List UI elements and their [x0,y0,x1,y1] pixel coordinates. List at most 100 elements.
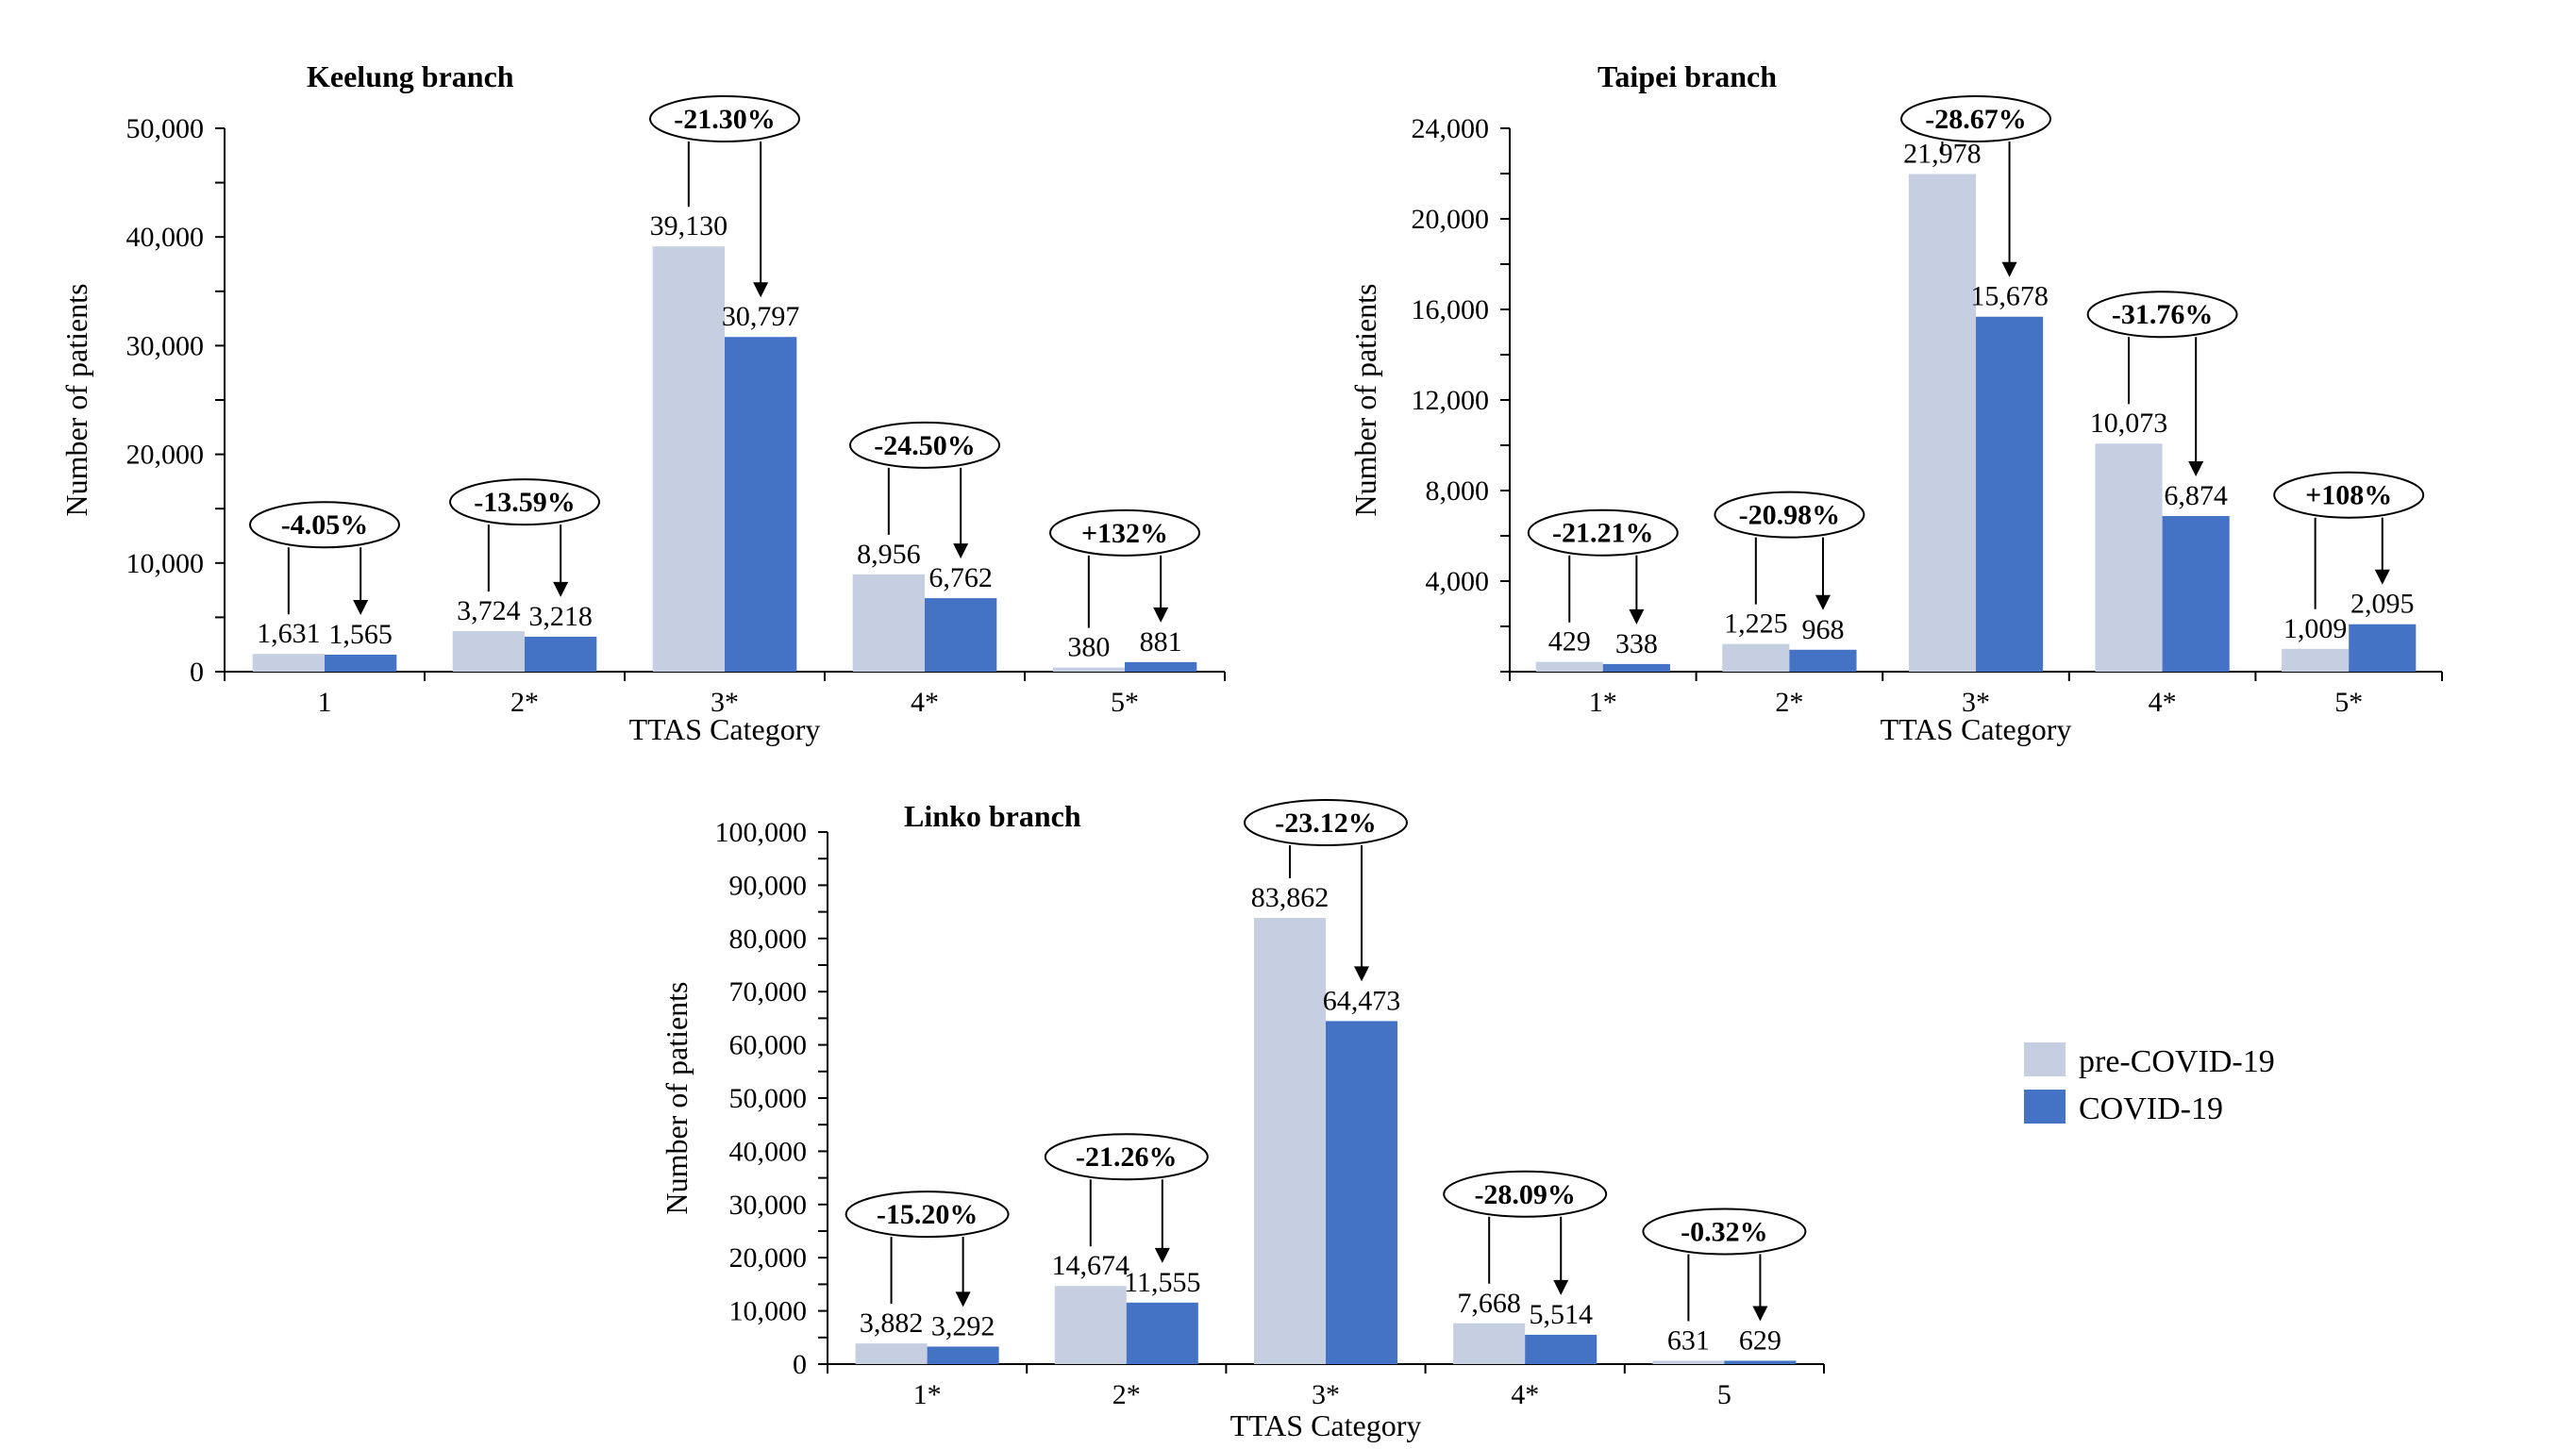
change-ellipse [2273,471,2425,519]
data-label-pre-covid: 7,668 [1457,1288,1521,1319]
change-ellipse [649,95,800,142]
change-ellipse [1714,491,1865,539]
x-tick-label: 5* [2334,687,2363,718]
y-tick-label: 30,000 [126,330,205,361]
data-label-covid: 6,874 [2164,480,2228,511]
x-tick-label: 4* [1511,1379,1539,1410]
data-label-pre-covid: 39,130 [650,210,728,242]
change-percent-label: -28.09% [1474,1179,1576,1210]
bar-pre-covid [855,1343,928,1364]
taipei-branch-chart: Taipei branch 4,000 8,000 12,000 16,000 20,00… [1348,59,2443,746]
change-ellipse [849,421,1000,469]
x-tick-label: 5* [1111,687,1139,718]
change-ellipse [1527,508,1679,557]
change-arrow-head [1752,1306,1768,1322]
change-percent-label: -28.67% [1925,104,2027,135]
chart-title: Linko branch [904,799,1081,833]
bar-pre-covid [652,246,725,672]
y-tick-label: 0 [190,657,204,688]
change-ellipse [449,478,600,526]
data-label-covid: 2,095 [2350,589,2415,620]
legend-label-covid: COVID-19 [2079,1091,2223,1126]
x-tick-label: 3* [1962,687,1990,718]
bar-pre-covid [852,574,925,672]
y-tick-label: 80,000 [729,924,808,955]
data-label-pre-covid: 8,956 [857,539,921,570]
x-tick-label: 1 [318,687,332,718]
bar-pre-covid [2095,443,2163,672]
data-label-pre-covid: 1,631 [257,618,321,649]
x-axis-title: TTAS Category [629,712,821,746]
x-axis-title: TTAS Category [1230,1408,1422,1442]
change-percent-label: -13.59% [474,487,576,518]
chart-title: Keelung branch [307,59,514,93]
data-label-pre-covid: 3,724 [457,595,521,626]
bar-pre-covid [2282,648,2350,672]
change-ellipse [2086,291,2238,339]
change-ellipse [1044,1133,1209,1181]
bar-covid [2349,624,2417,672]
x-tick-label: 4* [2149,687,2177,718]
bar-pre-covid [1453,1323,1526,1364]
y-tick-label: 20,000 [729,1242,808,1274]
y-axis-title: Number of patients [1348,283,1382,516]
bar-pre-covid [1652,1360,1725,1364]
y-tick-label: 20,000 [1412,204,1490,235]
change-percent-label: -4.05% [281,509,369,541]
change-arrow-head [953,543,969,559]
x-tick-label: 1* [913,1379,942,1410]
y-tick-label: 10,000 [126,548,205,579]
bar-pre-covid [1908,174,1976,672]
y-tick-label: 100,000 [715,817,808,848]
y-tick-label: 4,000 [1426,566,1490,597]
bar-covid [525,636,597,672]
data-label-covid: 968 [1801,614,1844,645]
bar-pre-covid [1722,643,1790,672]
data-label-covid: 15,678 [1970,281,2049,312]
x-tick-label: 2* [510,687,539,718]
chart-title: Taipei branch [1597,59,1777,93]
y-tick-label: 30,000 [729,1190,808,1221]
change-arrow-head [1629,608,1645,625]
data-label-pre-covid: 429 [1548,626,1591,658]
change-percent-label: -20.98% [1739,500,1841,531]
change-percent-label: -24.50% [874,430,976,461]
y-tick-label: 20,000 [126,440,205,471]
data-label-pre-covid: 3,882 [860,1307,924,1339]
change-percent-label: -31.76% [2112,299,2214,330]
data-label-covid: 64,473 [1323,985,1401,1016]
legend-swatch-pre-covid [2024,1042,2066,1076]
data-label-covid: 881 [1140,626,1182,658]
data-label-covid: 3,218 [528,601,593,632]
bar-covid [1125,661,1197,672]
data-label-pre-covid: 14,674 [1052,1250,1130,1281]
change-arrow-head [2188,461,2204,477]
data-label-covid: 3,292 [931,1310,995,1341]
y-tick-label: 12,000 [1412,385,1490,416]
data-label-covid: 338 [1615,628,1658,659]
change-arrow-head [1354,966,1370,982]
bar-covid [1789,649,1857,672]
change-arrow-head [553,581,569,597]
change-arrow-head [1153,607,1169,623]
x-tick-label: 3* [711,687,739,718]
keelung-branch-chart: Keelung branch 0 10,000 20,000 30,000 40,000 5… [59,59,1226,746]
change-percent-label: +132% [1081,518,1168,549]
x-tick-label: 5 [1717,1379,1731,1410]
change-percent-label: -21.26% [1076,1141,1178,1173]
change-ellipse [1900,95,2051,142]
y-tick-label: 90,000 [729,870,808,901]
change-percent-label: -15.20% [877,1199,979,1230]
y-tick-label: 60,000 [729,1030,808,1061]
y-tick-label: 50,000 [126,113,205,144]
bar-pre-covid [1253,918,1326,1364]
change-arrow-head [1815,594,1831,610]
data-label-covid: 30,797 [722,301,800,332]
change-arrow-head [955,1291,971,1307]
change-ellipse [1244,799,1408,846]
data-label-covid: 11,555 [1124,1267,1200,1298]
bar-covid [725,337,797,672]
change-ellipse [1443,1170,1608,1218]
bar-covid [925,598,997,672]
